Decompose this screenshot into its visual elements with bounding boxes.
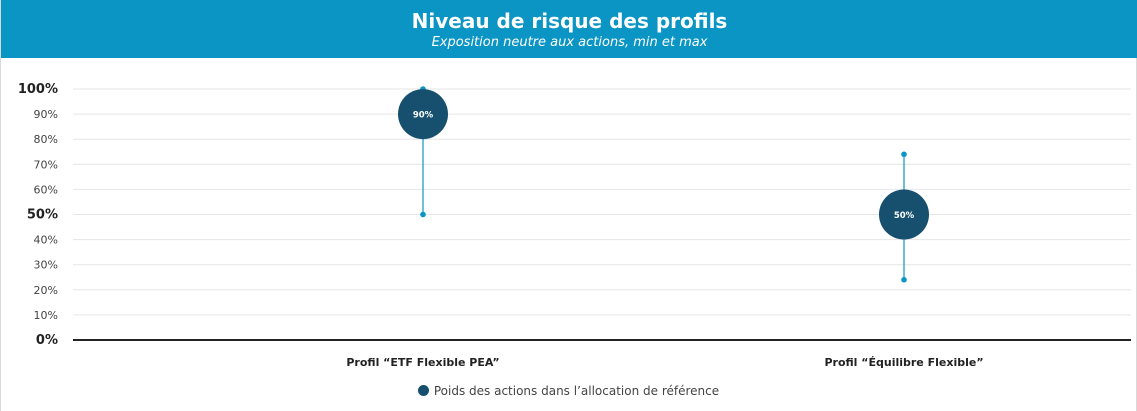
- y-tick-label: 40%: [34, 234, 58, 247]
- legend-marker: [417, 385, 429, 396]
- legend-label: Poids des actions dans l’allocation de r…: [433, 384, 720, 398]
- chart-header: Niveau de risque des profils Exposition …: [1, 0, 1137, 58]
- x-tick-label: Profil “ETF Flexible PEA”: [346, 356, 499, 369]
- range-min-dot: [901, 276, 907, 283]
- y-tick-label: 10%: [34, 309, 58, 322]
- range-max-dot: [901, 151, 907, 158]
- x-tick-label: Profil “Équilibre Flexible”: [824, 356, 983, 369]
- data-label: 90%: [413, 111, 434, 121]
- y-tick-label: 100%: [18, 82, 58, 97]
- y-tick-label: 50%: [27, 208, 58, 223]
- y-tick-label: 30%: [34, 259, 58, 272]
- data-point: [398, 89, 448, 140]
- chart-subtitle: Exposition neutre aux actions, min et ma…: [431, 35, 708, 50]
- chart-plot: 0% 10% 20% 30% 40% 50% 60% 70% 80% 90% 100% Profil …: [18, 82, 1131, 369]
- y-tick-label: 90%: [34, 108, 58, 121]
- y-tick-label: 0%: [36, 333, 58, 348]
- y-tick-label: 70%: [34, 158, 58, 171]
- data-point: [879, 189, 929, 240]
- y-tick-label: 80%: [34, 133, 58, 146]
- data-label: 50%: [894, 211, 915, 221]
- range-min-dot: [420, 211, 426, 218]
- chart-title: Niveau de risque des profils: [411, 9, 728, 33]
- chart-legend: Poids des actions dans l’allocation de r…: [1, 384, 1136, 398]
- y-tick-label: 60%: [34, 183, 58, 196]
- y-tick-label: 20%: [34, 284, 58, 297]
